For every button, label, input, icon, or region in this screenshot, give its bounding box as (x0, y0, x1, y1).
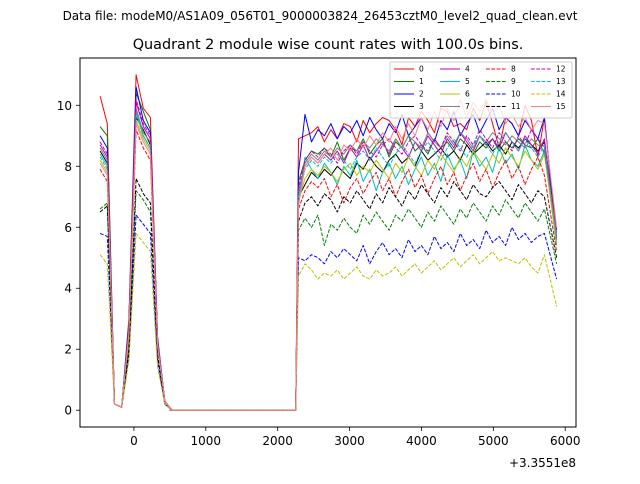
x-tick-label: 3000 (334, 434, 365, 448)
legend-label-14: 14 (556, 90, 566, 99)
legend-box (389, 61, 573, 119)
x-tick-label: 5000 (478, 434, 509, 448)
y-tick-label: 2 (64, 343, 72, 357)
x-tick-label: 6000 (550, 434, 581, 448)
y-tick-label: 4 (64, 282, 72, 296)
x-tick-label: 2000 (262, 434, 293, 448)
chart-title: Quadrant 2 module wise count rates with … (133, 37, 524, 53)
x-offset-label: +3.3551e8 (509, 456, 576, 470)
legend-label-13: 13 (556, 77, 566, 86)
legend-label-8: 8 (511, 65, 516, 74)
legend-label-1: 1 (419, 77, 424, 86)
x-tick-label: 4000 (406, 434, 437, 448)
plot-area (80, 58, 576, 427)
legend-label-15: 15 (556, 102, 566, 111)
legend-label-10: 10 (511, 90, 521, 99)
series-line-13 (99, 113, 558, 411)
legend-label-12: 12 (556, 65, 566, 74)
y-tick-label: 8 (64, 160, 72, 174)
figure-suptitle: Data file: modeM0/AS1A09_056T01_90000038… (63, 9, 578, 23)
legend-label-3: 3 (419, 102, 424, 111)
legend-label-0: 0 (419, 65, 424, 74)
x-tick-label: 0 (130, 434, 138, 448)
legend-label-7: 7 (465, 102, 470, 111)
legend-label-11: 11 (511, 102, 521, 111)
y-tick-label: 0 (64, 404, 72, 418)
legend-label-2: 2 (419, 90, 424, 99)
y-tick-label: 10 (57, 99, 72, 113)
tick-layer: 0 1000 2000 3000 4000 5000 6000 0 2 4 6 8 10 (57, 99, 581, 448)
axes-frame (79, 57, 577, 428)
legend-label-4: 4 (465, 65, 470, 74)
legend-label-6: 6 (465, 90, 470, 99)
series-layer (99, 74, 558, 411)
x-tick-label: 1000 (191, 434, 222, 448)
legend-label-5: 5 (465, 77, 470, 86)
legend-label-9: 9 (511, 77, 516, 86)
y-tick-label: 6 (64, 221, 72, 235)
series-line-8 (99, 129, 558, 411)
